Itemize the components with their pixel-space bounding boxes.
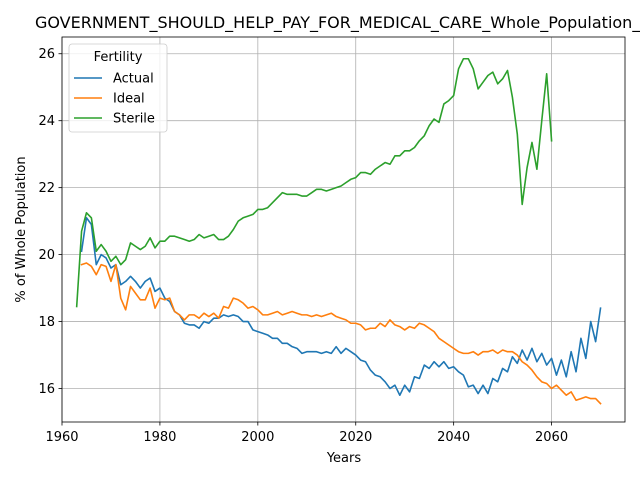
series-line-ideal xyxy=(80,262,602,405)
x-tick-label: 1960 xyxy=(45,430,78,445)
x-tick-label: 2000 xyxy=(241,430,274,445)
legend-label-ideal: Ideal xyxy=(113,92,145,107)
x-axis-label: Years xyxy=(326,451,362,466)
y-axis-label: % of Whole Population xyxy=(14,156,29,302)
axis-ticks: 1960 1980 2000 2020 2040 2060 16 18 20 22 24 26 xyxy=(38,47,568,445)
series-line-sterile xyxy=(75,57,553,308)
legend-label-sterile: Sterile xyxy=(113,112,155,127)
y-tick-label: 24 xyxy=(38,114,55,129)
chart-title: GOVERNMENT_SHOULD_HELP_PAY_FOR_MEDICAL_C… xyxy=(35,13,640,33)
x-tick-label: 2060 xyxy=(535,430,568,445)
x-tick-label: 1980 xyxy=(143,430,176,445)
series-line-actual xyxy=(80,216,602,397)
y-tick-label: 18 xyxy=(38,315,55,330)
y-tick-label: 26 xyxy=(38,47,55,62)
legend-title: Fertility xyxy=(94,50,143,65)
series-layer xyxy=(75,57,602,405)
plot-frame xyxy=(61,36,626,423)
legend-label-actual: Actual xyxy=(113,72,154,87)
x-tick-label: 2040 xyxy=(437,430,470,445)
legend: Fertility Actual Ideal Sterile xyxy=(68,43,168,133)
y-tick-label: 22 xyxy=(38,181,55,196)
x-tick-label: 2020 xyxy=(339,430,372,445)
y-tick-label: 16 xyxy=(38,382,55,397)
legend-box xyxy=(68,43,168,133)
y-tick-label: 20 xyxy=(38,248,55,263)
